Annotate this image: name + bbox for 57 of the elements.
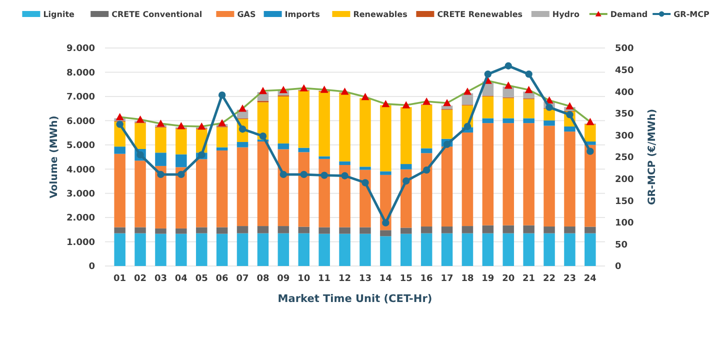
x-tick-label: 22 bbox=[543, 274, 556, 284]
legend-label: Renewables bbox=[353, 10, 408, 19]
y2-tick-label: 200 bbox=[615, 174, 634, 185]
legend-label: GR-MCP bbox=[674, 10, 710, 19]
y2-tick-label: 400 bbox=[615, 88, 634, 98]
x-tick-label: 09 bbox=[277, 274, 290, 284]
y-tick-label: 9.000 bbox=[66, 44, 95, 54]
y2-axis-title: GR-MCP (€/MWh) bbox=[647, 108, 658, 206]
x-tick-label: 08 bbox=[256, 274, 270, 284]
y-tick-label: 7.000 bbox=[66, 92, 95, 103]
x-tick-label: 23 bbox=[563, 274, 576, 284]
legend-label: CRETE Conventional bbox=[112, 10, 202, 19]
y-tick-label: 2.000 bbox=[66, 214, 95, 224]
y-axis-title: Volume (MWh) bbox=[49, 116, 60, 198]
x-tick-label: 18 bbox=[461, 274, 474, 284]
x-axis-title: Market Time Unit (CET-Hr) bbox=[278, 293, 432, 305]
y-tick-label: 0 bbox=[88, 262, 95, 272]
x-tick-label: 24 bbox=[584, 274, 596, 284]
y-tick-label: 1.000 bbox=[66, 238, 95, 248]
legend-label: Lignite bbox=[43, 10, 76, 19]
y-tick-label: 8.000 bbox=[66, 68, 95, 78]
y2-tick-label: 250 bbox=[615, 153, 634, 164]
legend-label: CRETE Renewables bbox=[437, 10, 523, 19]
y2-tick-label: 450 bbox=[615, 66, 634, 76]
legend-label: GAS bbox=[237, 10, 256, 19]
x-tick-label: 07 bbox=[236, 274, 249, 284]
x-tick-label: 11 bbox=[318, 274, 331, 284]
x-tick-label: 05 bbox=[195, 274, 208, 284]
x-tick-label: 13 bbox=[358, 274, 372, 284]
legend-label: Imports bbox=[284, 10, 320, 19]
x-tick-label: 04 bbox=[174, 274, 188, 284]
x-tick-label: 01 bbox=[114, 274, 126, 284]
x-tick-label: 14 bbox=[379, 274, 392, 284]
y-tick-label: 5.000 bbox=[66, 141, 95, 152]
x-tick-label: 15 bbox=[400, 274, 412, 284]
y2-tick-label: 100 bbox=[615, 218, 634, 229]
y-tick-label: 3.000 bbox=[66, 189, 95, 200]
x-tick-label: 03 bbox=[154, 274, 167, 284]
x-tick-label: 20 bbox=[502, 274, 515, 284]
legend-label: Hydro bbox=[552, 10, 580, 19]
y2-tick-label: 300 bbox=[615, 131, 634, 142]
y-tick-label: 6.000 bbox=[66, 116, 95, 127]
x-tick-label: 12 bbox=[338, 274, 352, 284]
y2-tick-label: 150 bbox=[615, 196, 634, 207]
x-tick-label: 17 bbox=[440, 274, 454, 284]
y2-tick-label: 350 bbox=[615, 110, 634, 120]
x-tick-label: 16 bbox=[420, 274, 433, 284]
legend-label: Demand bbox=[610, 10, 648, 19]
x-tick-label: 06 bbox=[216, 274, 228, 284]
x-tick-label: 21 bbox=[522, 274, 536, 284]
y2-tick-label: 500 bbox=[615, 44, 634, 54]
x-tick-label: 10 bbox=[298, 274, 310, 284]
x-tick-label: 19 bbox=[482, 274, 494, 284]
y2-tick-label: 0 bbox=[615, 262, 622, 272]
x-tick-label: 02 bbox=[134, 274, 147, 284]
y-tick-label: 4.000 bbox=[66, 165, 95, 176]
y2-tick-label: 50 bbox=[615, 240, 628, 250]
